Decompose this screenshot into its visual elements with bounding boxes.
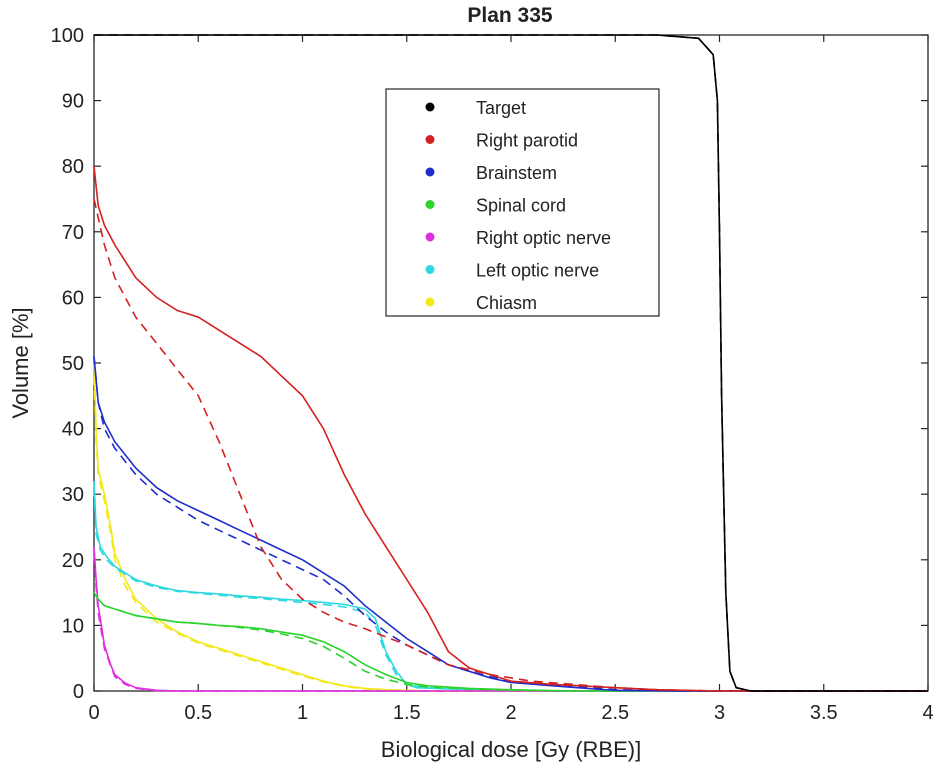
- chart-title: Plan 335: [467, 4, 553, 27]
- y-tick-label: 60: [62, 287, 84, 309]
- y-tick-label: 90: [62, 91, 84, 113]
- y-tick-label: 50: [62, 353, 84, 375]
- y-tick-label: 0: [73, 681, 84, 703]
- legend-label: Target: [476, 98, 526, 118]
- legend-label: Brainstem: [476, 163, 557, 183]
- curve-spinal-cord: [93, 592, 928, 692]
- x-axis: 0 0.5 1 1.5 2 2.5 3 3.5 4: [88, 35, 934, 724]
- x-tick-label: 0.5: [184, 702, 212, 724]
- curve-left-optic-nerve-dashed: [93, 487, 928, 692]
- curve-right-parotid-dashed: [93, 198, 928, 692]
- legend-marker: [425, 297, 435, 307]
- legend-label: Chiasm: [476, 293, 537, 313]
- x-tick-label: 1.5: [393, 702, 421, 724]
- x-axis-label: Biological dose [Gy (RBE)]: [381, 737, 641, 762]
- x-tick-label: 2: [505, 702, 516, 724]
- legend-marker: [425, 167, 435, 177]
- x-tick-label: 1: [297, 702, 308, 724]
- curve-brainstem: [93, 356, 928, 692]
- y-tick-label: 20: [62, 550, 84, 572]
- y-axis-label: Volume [%]: [8, 307, 33, 418]
- legend-marker: [425, 265, 435, 274]
- y-tick-label: 70: [62, 222, 84, 244]
- curve-right-optic-nerve: [93, 546, 928, 692]
- x-tick-label: 4: [922, 702, 933, 724]
- legend-label: Left optic nerve: [476, 261, 599, 281]
- curve-brainstem-dashed: [93, 356, 928, 692]
- y-tick-label: 100: [51, 25, 84, 47]
- curve-left-optic-nerve: [93, 481, 928, 692]
- dvh-curves: [93, 34, 928, 692]
- y-tick-label: 40: [62, 419, 84, 441]
- y-tick-label: 80: [62, 156, 84, 178]
- y-axis: 0 10 20 30 40 50 60 70 80 90 100: [51, 25, 928, 703]
- legend: Target Right parotid Brainstem Spinal cord R…: [385, 88, 660, 317]
- curve-spinal-cord-dashed: [93, 592, 928, 692]
- legend-marker: [425, 232, 435, 242]
- legend-label: Right optic nerve: [476, 228, 611, 248]
- legend-marker: [425, 200, 435, 209]
- y-tick-label: 30: [62, 484, 84, 506]
- x-tick-label: 3: [714, 702, 725, 724]
- legend-label: Right parotid: [476, 131, 578, 151]
- x-tick-label: 0: [88, 702, 99, 724]
- legend-marker: [425, 102, 435, 112]
- curve-right-parotid: [93, 166, 928, 692]
- x-tick-label: 2.5: [601, 702, 629, 724]
- curve-target: [94, 34, 928, 692]
- legend-label: Spinal cord: [476, 196, 566, 216]
- curve-chiasm: [93, 362, 928, 692]
- legend-marker: [425, 135, 435, 144]
- y-tick-label: 10: [62, 615, 84, 637]
- x-tick-label: 3.5: [810, 702, 838, 724]
